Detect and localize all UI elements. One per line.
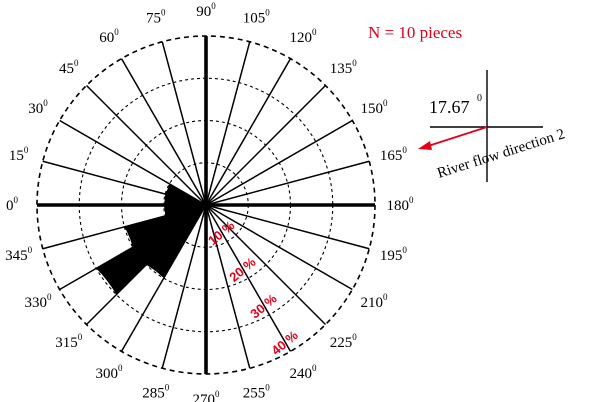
inset-angle-value: 17.67 — [429, 97, 470, 117]
angle-label-195: 1950 — [380, 245, 408, 264]
angle-label-210: 2100 — [361, 292, 389, 311]
ring-percent-label: 20 % — [226, 254, 259, 285]
spoke-120 — [205, 58, 292, 206]
spoke-225 — [205, 204, 327, 326]
spoke-layer — [37, 36, 375, 374]
flow-direction-inset: 17.67 0 River flow direction 2 — [418, 70, 567, 182]
angle-label-30: 300 — [28, 98, 48, 117]
spoke-45 — [85, 84, 207, 206]
ring-percent-label: 40 % — [268, 327, 301, 358]
angle-label-300: 3000 — [96, 363, 124, 382]
angle-label-105: 1050 — [243, 8, 271, 27]
ring-percent-label: 30 % — [247, 291, 280, 322]
angle-label-75: 750 — [146, 8, 166, 27]
angle-label-45: 450 — [59, 58, 79, 77]
spoke-300 — [120, 204, 207, 352]
spoke-285 — [161, 204, 207, 369]
angle-label-150: 1500 — [361, 98, 389, 117]
spoke-75 — [161, 41, 207, 206]
flow-direction-label: River flow direction 2 — [435, 126, 566, 182]
angle-label-135: 1350 — [330, 58, 358, 77]
flow-arrow-head — [418, 141, 432, 150]
angle-label-90: 900 — [196, 1, 216, 20]
spoke-240 — [205, 204, 292, 352]
spoke-150 — [205, 119, 353, 206]
angle-label-15: 150 — [9, 145, 29, 164]
spoke-15 — [42, 160, 207, 206]
rose-petal-3 — [96, 205, 206, 295]
angle-label-0: 00 — [6, 195, 19, 214]
angle-label-345: 3450 — [5, 245, 32, 264]
spoke-60 — [120, 58, 207, 206]
angle-label-270: 2700 — [193, 389, 221, 402]
spoke-330 — [59, 204, 207, 291]
angle-label-285: 2850 — [142, 382, 170, 401]
rose-petal-4 — [124, 205, 206, 248]
spoke-210 — [205, 204, 353, 291]
inset-angle-degree: 0 — [477, 93, 482, 104]
spoke-345 — [42, 204, 207, 250]
sample-count-label: N = 10 pieces — [368, 23, 462, 42]
angle-label-240: 2400 — [290, 363, 318, 382]
angle-label-120: 1200 — [290, 27, 318, 46]
rose-petal-2 — [146, 205, 206, 279]
spoke-315 — [85, 204, 207, 326]
angle-label-315: 3150 — [55, 332, 83, 351]
spoke-165 — [205, 160, 370, 206]
angle-label-60: 600 — [99, 27, 119, 46]
spoke-135 — [205, 84, 327, 206]
angle-label-225: 2250 — [330, 332, 358, 351]
spoke-255 — [205, 204, 251, 369]
angle-label-330: 3300 — [25, 292, 53, 311]
flow-arrow-shaft — [424, 126, 488, 148]
angle-label-180: 1800 — [387, 195, 415, 214]
spoke-105 — [205, 41, 251, 206]
spoke-30 — [59, 119, 207, 206]
spoke-195 — [205, 204, 370, 250]
angle-label-255: 2550 — [243, 382, 271, 401]
angle-label-165: 1650 — [380, 145, 408, 164]
